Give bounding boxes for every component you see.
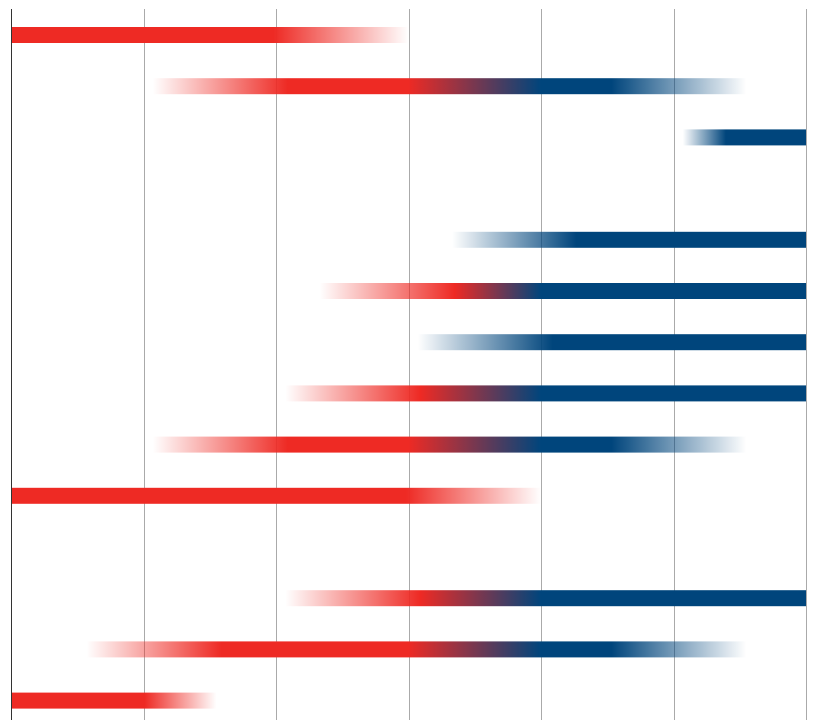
bar-row-3 — [682, 129, 806, 146]
bar-row-8 — [285, 385, 806, 402]
bar-row-13 — [86, 641, 747, 658]
bars — [11, 27, 806, 709]
bar-row-10 — [11, 487, 541, 504]
bar-row-1 — [11, 27, 409, 43]
bar-row-12 — [285, 590, 806, 607]
bar-row-6 — [319, 283, 806, 299]
bar-row-7 — [417, 334, 806, 351]
bar-row-5 — [452, 231, 806, 248]
bar-row-14 — [11, 692, 217, 709]
bar-row-9 — [152, 436, 747, 453]
gridlines — [144, 9, 807, 720]
bar-row-2 — [152, 78, 747, 95]
